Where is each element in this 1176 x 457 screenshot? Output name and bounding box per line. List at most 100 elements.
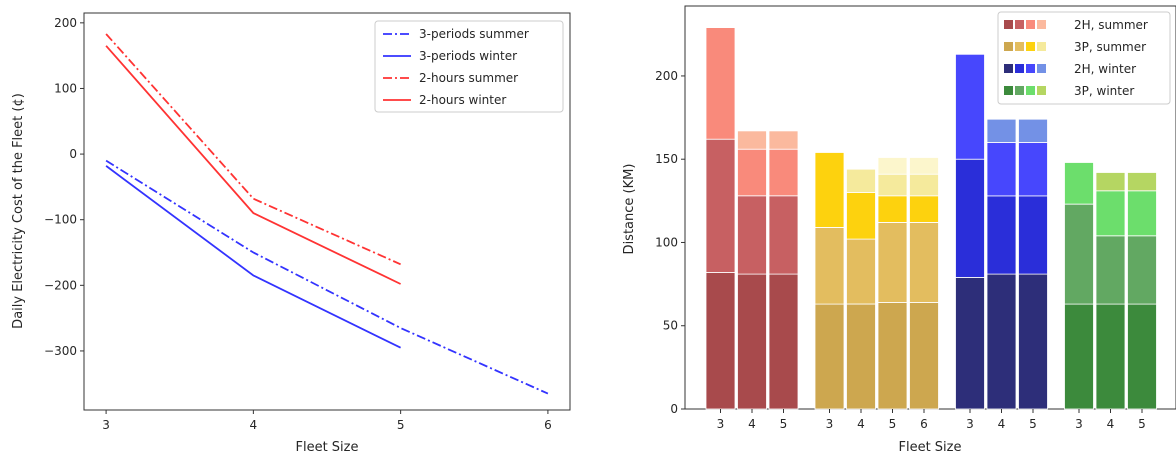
legend-label: 2H, winter (1074, 62, 1136, 76)
bar-segment (909, 157, 939, 175)
legend-swatch (1015, 20, 1024, 29)
legend-swatch (1004, 42, 1013, 51)
bar-segment (814, 227, 845, 305)
bar-segment (846, 192, 876, 240)
line-chart-ticks: 3 4 5 6 −300 −200 −100 0 100 200 (44, 16, 552, 432)
bar-chart-x-axis-label: Fleet Size (898, 440, 961, 455)
bar-segment (955, 276, 985, 410)
bar-segment (768, 273, 799, 410)
bar-segment (737, 148, 767, 197)
legend-swatch (1004, 20, 1013, 29)
line-chart-legend: 3-periods summer 3-periods winter 2-hours … (374, 20, 564, 113)
x-tick-label: 5 (780, 417, 788, 431)
y-tick-label: 200 (655, 69, 678, 83)
y-tick-label: −300 (44, 344, 77, 358)
bar-segment (1127, 303, 1157, 410)
bar-segment (705, 138, 736, 273)
legend-swatch (1037, 86, 1046, 95)
y-tick-label: 0 (670, 402, 678, 416)
y-tick-label: 150 (655, 152, 678, 166)
bar-segment (846, 303, 876, 410)
bar-segment (1127, 172, 1157, 192)
legend-swatch (1026, 86, 1035, 95)
bar-segment (1064, 162, 1094, 205)
x-tick-label: 4 (250, 418, 258, 432)
x-tick-label: 3 (826, 417, 834, 431)
bar-segment (1127, 190, 1157, 237)
bar-segment (909, 301, 939, 410)
bar-segment (986, 273, 1017, 410)
y-tick-label: −200 (44, 278, 77, 292)
legend-swatch (1037, 20, 1046, 29)
bar-segment (705, 271, 736, 410)
line-chart-legend-box (374, 20, 564, 113)
bar-segment (955, 53, 985, 160)
line-chart-x-axis-label: Fleet Size (295, 440, 358, 455)
bar-segment (705, 27, 736, 140)
legend-label: 2-hours winter (419, 93, 506, 107)
x-tick-label: 4 (857, 417, 865, 431)
line-chart-y-axis-label: Daily Electricity Cost of the Fleet (¢) (11, 93, 26, 329)
legend-label: 2H, summer (1074, 18, 1148, 32)
legend-swatch (1004, 86, 1013, 95)
bar-segment (1064, 203, 1094, 305)
bar-segment (877, 222, 908, 303)
legend-label: 3-periods winter (419, 49, 517, 63)
legend-label: 3P, summer (1074, 40, 1146, 54)
legend-swatch (1015, 86, 1024, 95)
bar-segment (955, 158, 985, 278)
y-tick-label: 100 (655, 235, 678, 249)
bar-segment (1095, 172, 1126, 192)
bar-segment (877, 173, 908, 197)
bar-segment (737, 273, 767, 410)
bar-segment (1064, 303, 1094, 410)
bar-segment (768, 148, 799, 197)
x-tick-label: 5 (1029, 417, 1037, 431)
bar-chart-legend-box (997, 11, 1171, 105)
bar-segment (909, 195, 939, 223)
legend-swatch (1037, 64, 1046, 73)
x-tick-label: 3 (966, 417, 974, 431)
bar-segment (877, 195, 908, 223)
y-tick-label: 50 (663, 319, 678, 333)
bar-segment (877, 157, 908, 175)
bar-segment (1018, 195, 1048, 275)
legend-swatch (1037, 42, 1046, 51)
bar-segment (1018, 118, 1048, 143)
bar-segment (986, 142, 1017, 197)
legend-swatch (1026, 42, 1035, 51)
bar-segment (1127, 235, 1157, 305)
y-tick-label: −100 (44, 213, 77, 227)
legend-label: 2-hours summer (419, 71, 518, 85)
bar-segment (768, 195, 799, 275)
legend-label: 3P, winter (1074, 84, 1134, 98)
series-line-3 (105, 33, 401, 266)
x-tick-label: 3 (102, 418, 110, 432)
legend-swatch (1015, 42, 1024, 51)
bar-segment (909, 173, 939, 197)
legend-label: 3-periods summer (419, 27, 529, 41)
legend-swatch (1015, 64, 1024, 73)
bar-segment (768, 130, 799, 150)
x-tick-label: 5 (1138, 417, 1146, 431)
y-tick-label: 200 (54, 16, 77, 30)
x-tick-label: 5 (889, 417, 897, 431)
bar-chart-legend: 2H, summer 3P, summer 2H, winter 3P, winter (997, 11, 1171, 105)
legend-swatch (1026, 64, 1035, 73)
x-tick-label: 6 (920, 417, 928, 431)
bar-segment (846, 168, 876, 193)
x-tick-label: 3 (717, 417, 725, 431)
bar-segment (909, 222, 939, 303)
series-line-1 (105, 159, 549, 395)
series-line-4 (105, 45, 401, 285)
bar-chart-bars (705, 27, 1157, 410)
line-chart: 3 4 5 6 −300 −200 −100 0 100 200 Fleet Size Daily… (11, 12, 571, 455)
bar-segment (1095, 303, 1126, 410)
legend-swatch (1026, 20, 1035, 29)
bar-segment (737, 195, 767, 275)
bar-segment (1018, 273, 1048, 410)
series-line-2 (105, 165, 401, 349)
bar-segment (1095, 190, 1126, 237)
bar-chart-y-axis-label: Distance (KM) (622, 164, 637, 255)
y-tick-label: 0 (69, 147, 77, 161)
